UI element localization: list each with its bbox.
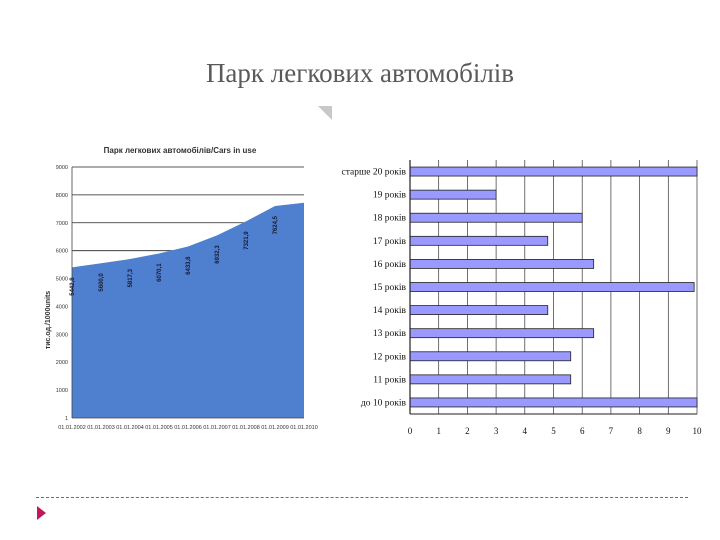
area-x-tick-label: 01.01.2005 — [145, 425, 173, 431]
bar-chart-axes — [409, 160, 697, 415]
area-y-tick-label: 1 — [65, 416, 68, 422]
bar-x-tick-label: 5 — [551, 426, 556, 436]
bar-category-label: 13 років — [373, 329, 407, 339]
decorative-triangle — [318, 106, 332, 120]
bar-category-label: 11 років — [373, 375, 406, 385]
bar-1 — [409, 166, 698, 177]
area-data-label: 7321,9 — [244, 231, 250, 250]
bar-x-tick-label: 7 — [609, 426, 614, 436]
footer-arrow-icon — [37, 506, 46, 520]
area-y-tick-label: 2000 — [56, 360, 68, 366]
area-chart: Парк легкових автомобілів/Cars in use 11… — [45, 146, 318, 431]
bar-4 — [409, 235, 549, 246]
footer-divider — [36, 497, 688, 498]
area-x-tick-label: 01.01.2006 — [174, 425, 202, 431]
area-x-tick-label: 01.01.2008 — [232, 425, 260, 431]
area-data-label: 6433,8 — [186, 256, 192, 275]
bar-category-label: до 10 років — [361, 398, 407, 408]
area-x-tick-label: 01.01.2009 — [261, 425, 289, 431]
bar-x-tick-label: 10 — [693, 426, 703, 436]
area-x-tick-label: 01.01.2003 — [87, 425, 115, 431]
bar-category-label: 18 років — [373, 214, 407, 224]
area-data-label: 5442,8 — [70, 277, 76, 296]
bar-6 — [409, 282, 695, 292]
bar-category-label: 12 років — [373, 352, 407, 362]
bar-x-tick-label: 3 — [494, 426, 499, 436]
bar-x-tick-label: 2 — [465, 426, 470, 436]
area-chart-y-ticks: 1 1000 2000 3000 4000 5000 6000 7000 8000 9000 — [56, 165, 68, 422]
bar-category-label: 17 років — [373, 237, 407, 247]
area-data-label: 7624,5 — [273, 215, 279, 234]
page-title: Парк легкових автомобілів — [205, 58, 515, 88]
bar-x-tick-label: 6 — [580, 426, 585, 436]
bar-category-label: 19 років — [373, 191, 407, 201]
bar-3 — [409, 212, 583, 223]
area-x-tick-label: 01.01.2007 — [203, 425, 231, 431]
bar-5 — [409, 259, 595, 269]
area-y-tick-label: 6000 — [56, 249, 68, 255]
bar-chart: старше 20 років 19 років 18 років 17 років 1… — [342, 160, 702, 436]
area-series — [72, 202, 304, 418]
bar-x-tick-label: 8 — [637, 426, 642, 436]
bar-chart-x-ticks: 0 1 2 3 4 5 6 7 8 9 10 — [408, 426, 702, 436]
area-y-tick-label: 5000 — [56, 277, 68, 283]
area-x-tick-label: 01.01.2010 — [290, 425, 318, 431]
area-chart-axes — [71, 167, 304, 419]
bar-x-tick-label: 4 — [523, 426, 528, 436]
bar-category-label: 15 років — [373, 283, 407, 293]
bar-2 — [409, 189, 497, 200]
area-y-tick-label: 8000 — [56, 193, 68, 199]
area-data-label: 5600,0 — [99, 273, 105, 292]
area-data-label: 6070,1 — [157, 263, 163, 282]
bar-8 — [409, 328, 595, 339]
bar-x-tick-label: 0 — [408, 426, 413, 436]
area-chart-data-labels: 5442,8 5600,0 5817,3 6070,1 6433,8 6932,3 7321… — [70, 215, 279, 295]
area-chart-title: Парк легкових автомобілів/Cars in use — [104, 146, 257, 155]
bar-chart-bars — [409, 166, 698, 408]
bar-7 — [409, 305, 549, 315]
area-y-tick-label: 3000 — [56, 332, 68, 338]
bar-category-label: старше 20 років — [342, 168, 407, 178]
bar-x-tick-label: 1 — [436, 426, 441, 436]
area-x-tick-label: 01.01.2004 — [116, 425, 144, 431]
area-y-tick-label: 9000 — [56, 165, 68, 171]
bar-11 — [409, 397, 698, 408]
area-y-tick-label: 4000 — [56, 304, 68, 310]
bar-10 — [409, 374, 572, 385]
bar-chart-category-labels: старше 20 років 19 років 18 років 17 років 1… — [342, 168, 407, 409]
area-chart-x-ticks: 01.01.2002 01.01.2003 01.01.2004 01.01.2005… — [58, 425, 318, 431]
bar-category-label: 16 років — [373, 260, 407, 270]
bar-category-label: 14 років — [373, 306, 407, 316]
bar-x-tick-label: 9 — [666, 426, 671, 436]
area-x-tick-label: 01.01.2002 — [58, 425, 86, 431]
area-chart-y-label: тис.од./1000units — [45, 291, 52, 349]
bar-9 — [409, 351, 572, 362]
area-data-label: 6932,3 — [215, 245, 221, 264]
area-data-label: 5817,3 — [128, 268, 134, 287]
area-y-tick-label: 1000 — [56, 388, 68, 394]
area-y-tick-label: 7000 — [56, 221, 68, 227]
